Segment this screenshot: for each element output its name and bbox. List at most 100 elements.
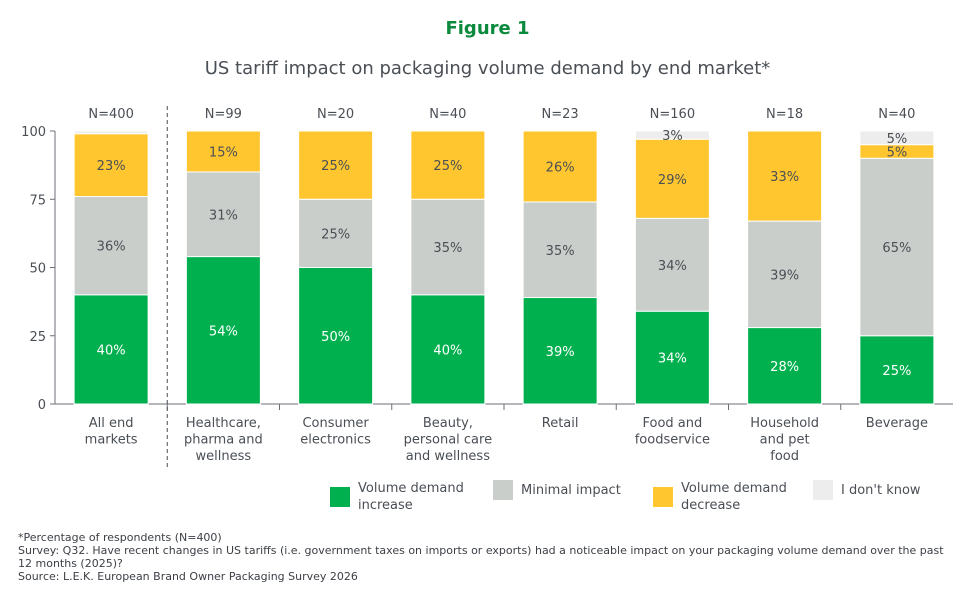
- legend-swatch-dont-know: [813, 480, 833, 500]
- legend-label-increase: Volume demand increase: [358, 481, 464, 513]
- bar-segment-increase: [298, 267, 374, 405]
- footnote-percentage: *Percentage of respondents (N=400): [18, 531, 222, 544]
- data-label-decrease: 25%: [433, 159, 462, 174]
- chart-title: US tariff impact on packaging volume dem…: [204, 58, 771, 79]
- category-label: Retail: [542, 416, 579, 431]
- legend-swatch-decrease: [653, 487, 673, 507]
- sample-size-label: N=99: [205, 107, 242, 122]
- data-label-decrease: 15%: [209, 145, 238, 160]
- category-label-line: electronics: [300, 433, 371, 448]
- legend-swatch-increase: [330, 487, 350, 507]
- category-label-line: and wellness: [406, 449, 490, 464]
- bar-segment-minimal: [634, 217, 710, 312]
- bar-segment-decrease: [298, 130, 374, 200]
- sample-size-label: N=18: [766, 107, 803, 122]
- category-label-line: food: [770, 449, 799, 464]
- legend-item-dont-know: I don't know: [813, 480, 956, 500]
- bar-segment-dont_know: [634, 130, 710, 140]
- data-label-increase: 39%: [546, 345, 575, 360]
- sample-size-label: N=20: [317, 107, 354, 122]
- bar-segment-dont_know: [859, 130, 935, 146]
- footnote-survey: Survey: Q32. Have recent changes in US t…: [18, 544, 944, 570]
- bar-segment-increase: [185, 256, 261, 405]
- data-label-decrease: 25%: [321, 159, 350, 174]
- category-label-line: and pet: [760, 433, 810, 448]
- legend-swatch-minimal: [493, 480, 513, 500]
- category-label: All end markets: [85, 416, 138, 448]
- category-label: Beverage: [866, 416, 928, 431]
- bar-segment-dont_know: [73, 130, 149, 135]
- y-tick-label: 50: [29, 262, 46, 277]
- legend-item-decrease: Volume demand decrease: [653, 480, 796, 514]
- footnote-source: Source: L.E.K. European Brand Owner Pack…: [18, 570, 358, 583]
- category-label-line: wellness: [196, 449, 252, 464]
- category-label: Beauty, personal care and wellness: [404, 416, 492, 464]
- category-label: Healthcare, pharma and wellness: [184, 416, 263, 464]
- category-label: Consumer electronics: [300, 416, 371, 448]
- bar-segment-minimal: [410, 198, 486, 296]
- bar-segment-decrease: [185, 130, 261, 173]
- bar-segment-increase: [634, 310, 710, 405]
- bar-segment-increase: [522, 297, 598, 405]
- category-label-line: Retail: [542, 416, 579, 431]
- bar-segment-minimal: [747, 220, 823, 329]
- data-label-minimal: 35%: [433, 241, 462, 256]
- legend-item-increase: Volume demand increase: [330, 480, 473, 514]
- category-label-line: pharma and: [184, 433, 263, 448]
- data-label-decrease: 29%: [658, 173, 687, 188]
- category-label-line: Household: [750, 416, 819, 431]
- category-label-line: personal care: [404, 433, 492, 448]
- category-label-line: Food and: [642, 416, 702, 431]
- legend-label-minimal: Minimal impact: [521, 482, 621, 498]
- bar-segment-decrease: [522, 130, 598, 203]
- data-label-decrease: 26%: [546, 160, 575, 175]
- stacked-bar-chart: 0 25 50 75 100 40% 36% 23% N=400 All end markets 54…: [21, 106, 953, 468]
- data-label-increase: 25%: [882, 364, 911, 379]
- sample-size-label: N=23: [542, 107, 579, 122]
- bar-segment-increase: [747, 327, 823, 405]
- data-label-minimal: 36%: [97, 240, 126, 255]
- category-label-line: foodservice: [635, 433, 710, 448]
- category-label-line: All end: [89, 416, 134, 431]
- data-label-minimal: 35%: [546, 244, 575, 259]
- data-label-increase: 34%: [658, 352, 687, 367]
- bar-segment-minimal: [73, 196, 149, 296]
- data-label-increase: 50%: [321, 330, 350, 345]
- bar-segment-decrease: [410, 130, 486, 200]
- data-label-dont_know: 3%: [662, 129, 683, 144]
- category-label-line: Healthcare,: [186, 416, 261, 431]
- bar-segment-increase: [73, 294, 149, 405]
- data-label-minimal: 65%: [882, 241, 911, 256]
- y-tick-label: 0: [38, 398, 46, 413]
- data-label-increase: 28%: [770, 360, 799, 375]
- legend: Volume demand increase Minimal impact Vo…: [330, 480, 970, 520]
- category-label-line: markets: [85, 433, 138, 448]
- category-label-line: Beauty,: [423, 416, 473, 431]
- footnotes: *Percentage of respondents (N=400) Surve…: [18, 531, 958, 583]
- data-label-decrease: 5%: [887, 145, 908, 160]
- data-label-increase: 54%: [209, 324, 238, 339]
- y-tick-label: 100: [21, 125, 46, 140]
- bar-segment-decrease: [747, 130, 823, 222]
- data-label-minimal: 39%: [770, 268, 799, 283]
- bar-segment-minimal: [859, 157, 935, 337]
- figure-label: Figure 1: [445, 18, 530, 39]
- sample-size-label: N=40: [429, 107, 466, 122]
- category-label-line: Consumer: [302, 416, 369, 431]
- sample-size-label: N=40: [878, 107, 915, 122]
- category-label: Household and pet food: [750, 416, 819, 464]
- bar-segment-decrease: [73, 133, 149, 198]
- bar-segment-decrease: [634, 138, 710, 219]
- legend-item-minimal: Minimal impact: [493, 480, 636, 500]
- bar-segment-increase: [859, 335, 935, 405]
- data-label-dont_know: 5%: [887, 132, 908, 147]
- data-label-decrease: 33%: [770, 170, 799, 185]
- data-label-increase: 40%: [433, 343, 462, 358]
- data-label-minimal: 31%: [209, 208, 238, 223]
- bar-segment-minimal: [522, 201, 598, 299]
- sample-size-label: N=160: [650, 107, 695, 122]
- category-label: Food and foodservice: [635, 416, 710, 448]
- legend-label-decrease: Volume demand decrease: [681, 481, 787, 513]
- y-tick-label: 25: [29, 330, 46, 345]
- data-label-minimal: 25%: [321, 227, 350, 242]
